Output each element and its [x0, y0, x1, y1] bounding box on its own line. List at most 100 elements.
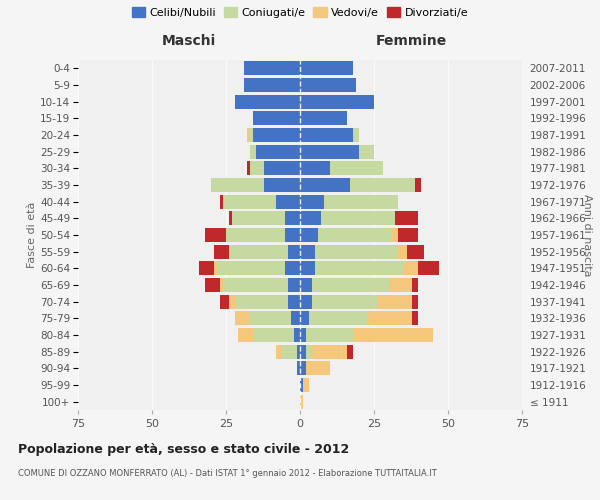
Bar: [398, 244, 407, 259]
Text: Maschi: Maschi: [162, 34, 216, 48]
Bar: [235, 311, 250, 326]
Bar: [350, 178, 415, 192]
Bar: [288, 244, 300, 259]
Bar: [285, 211, 300, 226]
Bar: [300, 162, 329, 175]
Bar: [282, 344, 297, 359]
Bar: [300, 211, 321, 226]
Bar: [217, 261, 285, 276]
Bar: [300, 128, 353, 142]
Bar: [199, 261, 214, 276]
Bar: [300, 361, 306, 376]
Bar: [253, 128, 300, 142]
Bar: [312, 294, 377, 308]
Bar: [223, 278, 288, 292]
Bar: [300, 78, 356, 92]
Bar: [288, 278, 300, 292]
Bar: [300, 378, 303, 392]
Bar: [315, 261, 404, 276]
Bar: [285, 228, 300, 242]
Bar: [377, 294, 412, 308]
Text: Femmine: Femmine: [376, 34, 446, 48]
Bar: [214, 244, 229, 259]
Bar: [265, 178, 300, 192]
Bar: [392, 228, 398, 242]
Bar: [300, 144, 359, 159]
Bar: [300, 311, 309, 326]
Bar: [300, 261, 315, 276]
Bar: [415, 178, 421, 192]
Legend: Celibi/Nubili, Coniugati/e, Vedovi/e, Divorziati/e: Celibi/Nubili, Coniugati/e, Vedovi/e, Di…: [127, 2, 473, 22]
Bar: [329, 162, 383, 175]
Bar: [395, 211, 418, 226]
Bar: [288, 294, 300, 308]
Bar: [315, 244, 398, 259]
Bar: [297, 361, 300, 376]
Bar: [404, 261, 418, 276]
Bar: [220, 278, 223, 292]
Bar: [229, 244, 288, 259]
Bar: [244, 62, 300, 76]
Bar: [300, 394, 303, 409]
Bar: [253, 112, 300, 126]
Bar: [232, 211, 285, 226]
Bar: [250, 128, 253, 142]
Bar: [247, 128, 250, 142]
Bar: [300, 328, 306, 342]
Bar: [300, 228, 318, 242]
Bar: [412, 278, 418, 292]
Bar: [300, 344, 306, 359]
Bar: [220, 194, 223, 209]
Text: COMUNE DI OZZANO MONFERRATO (AL) - Dati ISTAT 1° gennaio 2012 - Elaborazione TUT: COMUNE DI OZZANO MONFERRATO (AL) - Dati …: [18, 469, 437, 478]
Bar: [238, 328, 253, 342]
Bar: [235, 94, 300, 109]
Bar: [300, 278, 312, 292]
Bar: [398, 228, 418, 242]
Bar: [353, 128, 359, 142]
Bar: [223, 194, 277, 209]
Bar: [407, 244, 424, 259]
Bar: [300, 194, 323, 209]
Bar: [412, 294, 418, 308]
Bar: [303, 378, 309, 392]
Bar: [247, 162, 250, 175]
Bar: [312, 278, 389, 292]
Bar: [229, 211, 232, 226]
Bar: [205, 228, 226, 242]
Bar: [318, 228, 392, 242]
Bar: [300, 244, 315, 259]
Bar: [244, 78, 300, 92]
Bar: [291, 311, 300, 326]
Bar: [306, 361, 329, 376]
Bar: [250, 144, 256, 159]
Bar: [306, 344, 312, 359]
Bar: [300, 294, 312, 308]
Bar: [321, 211, 395, 226]
Bar: [300, 62, 353, 76]
Bar: [205, 278, 220, 292]
Bar: [250, 311, 291, 326]
Bar: [277, 344, 282, 359]
Bar: [323, 194, 398, 209]
Bar: [285, 261, 300, 276]
Bar: [353, 328, 433, 342]
Bar: [300, 112, 347, 126]
Y-axis label: Fasce di età: Fasce di età: [28, 202, 37, 268]
Bar: [226, 228, 285, 242]
Bar: [250, 162, 265, 175]
Bar: [277, 194, 300, 209]
Bar: [306, 328, 353, 342]
Bar: [359, 144, 374, 159]
Text: Popolazione per età, sesso e stato civile - 2012: Popolazione per età, sesso e stato civil…: [18, 442, 349, 456]
Bar: [214, 261, 217, 276]
Bar: [418, 261, 439, 276]
Bar: [389, 278, 412, 292]
Bar: [294, 328, 300, 342]
Bar: [368, 311, 412, 326]
Bar: [256, 144, 300, 159]
Bar: [412, 311, 418, 326]
Y-axis label: Anni di nascita: Anni di nascita: [582, 194, 592, 276]
Bar: [229, 294, 235, 308]
Bar: [211, 178, 265, 192]
Bar: [300, 94, 374, 109]
